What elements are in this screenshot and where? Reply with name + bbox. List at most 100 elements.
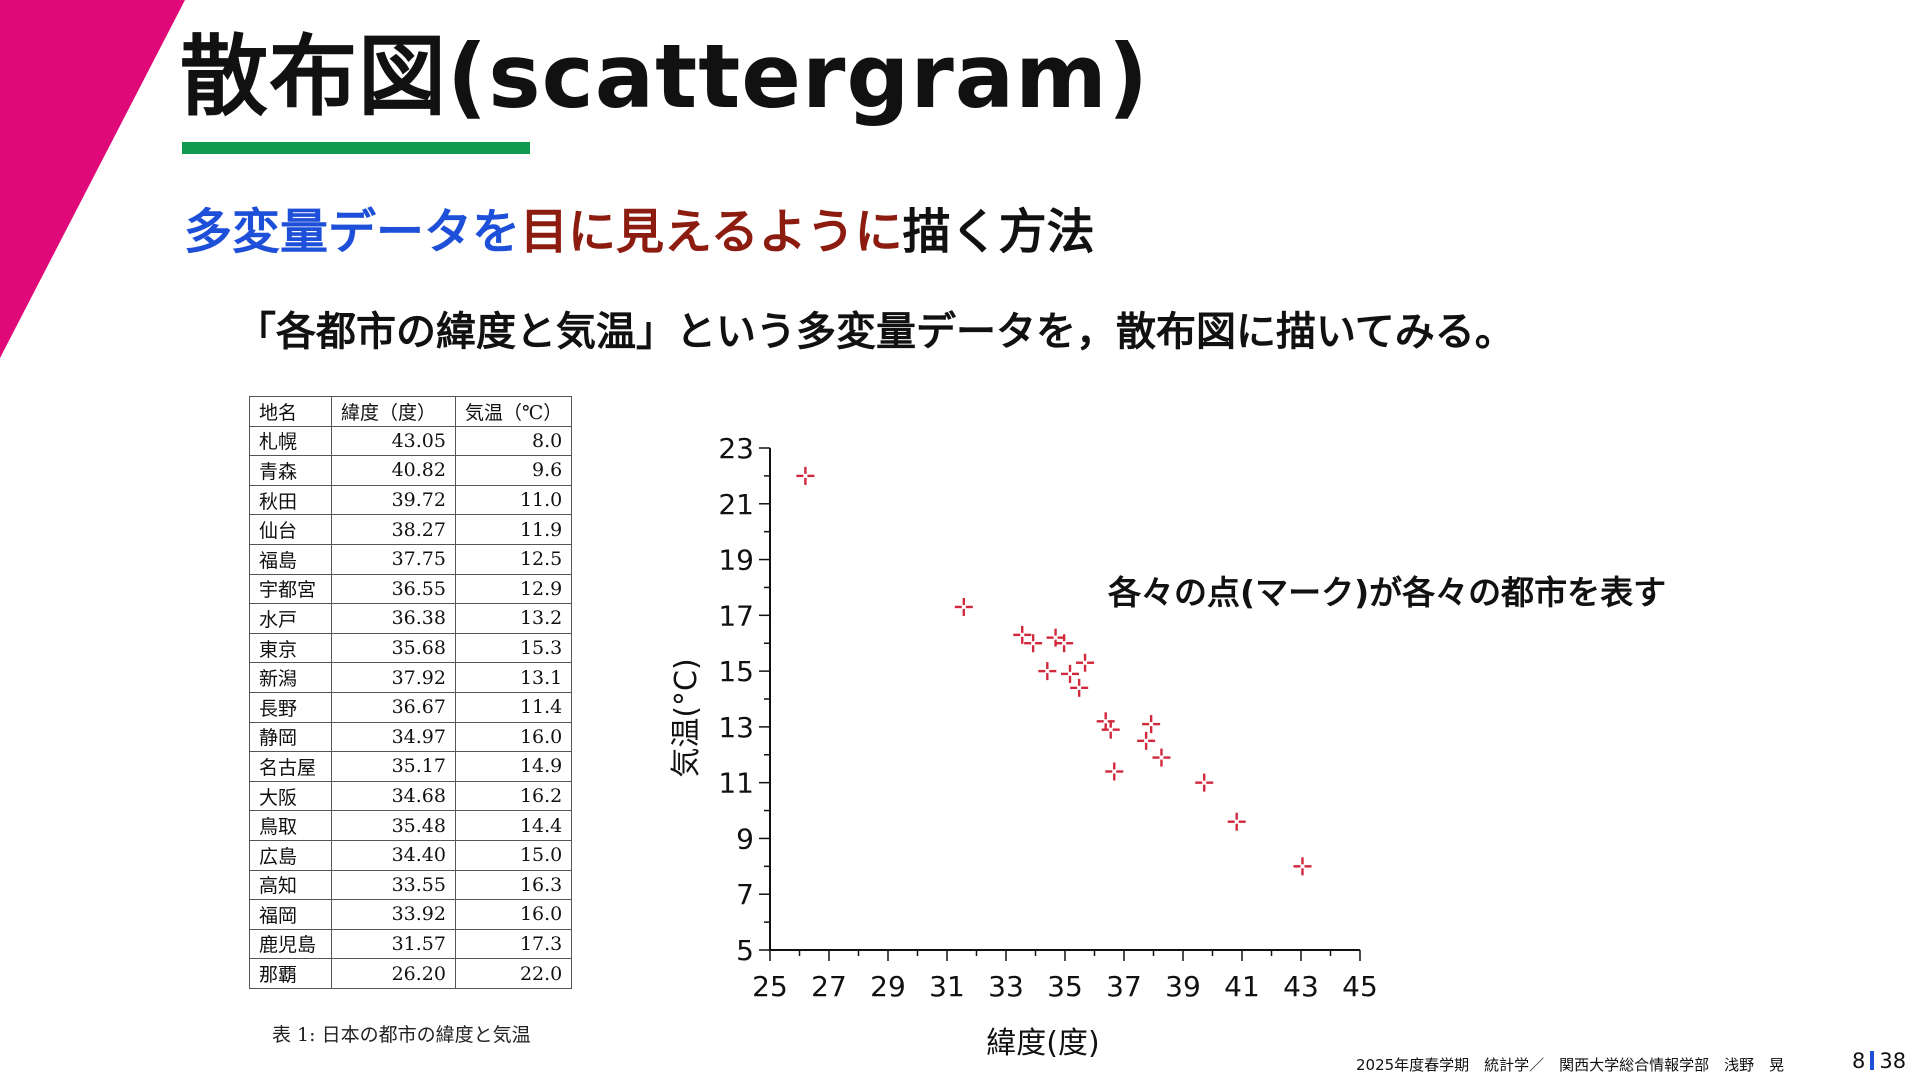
city-name-cell: 鳥取 bbox=[249, 810, 332, 841]
table-row: 鹿児島 31.57 17.3 bbox=[249, 928, 573, 960]
column-header: 緯度（度） bbox=[331, 396, 456, 427]
city-name-cell: 大阪 bbox=[249, 780, 332, 812]
city-name-cell: 福島 bbox=[249, 543, 332, 575]
x-tick-label: 33 bbox=[988, 970, 1024, 1003]
x-tick-label: 29 bbox=[870, 970, 906, 1003]
city-name-cell: 札幌 bbox=[249, 425, 332, 457]
temperature-cell: 13.1 bbox=[454, 662, 573, 693]
latitude-cell: 39.72 bbox=[331, 484, 456, 516]
latitude-cell: 33.55 bbox=[331, 869, 456, 901]
latitude-cell: 33.92 bbox=[331, 899, 456, 930]
y-tick-label: 11 bbox=[718, 767, 754, 800]
temperature-cell: 11.4 bbox=[454, 691, 573, 723]
data-point bbox=[1096, 712, 1115, 731]
temperature-cell: 16.0 bbox=[454, 721, 573, 753]
latitude-cell: 34.97 bbox=[331, 721, 456, 753]
latitude-cell: 35.68 bbox=[331, 632, 456, 664]
table-caption: 表 1: 日本の都市の緯度と気温 bbox=[272, 1024, 531, 1046]
table-row: 東京 35.68 15.3 bbox=[249, 632, 573, 664]
y-tick-label: 7 bbox=[736, 878, 754, 911]
x-tick-label: 27 bbox=[811, 970, 847, 1003]
y-tick-label: 5 bbox=[736, 934, 754, 967]
latitude-cell: 37.92 bbox=[331, 662, 456, 693]
table-row: 鳥取 35.48 14.4 bbox=[249, 810, 573, 841]
data-point bbox=[1152, 748, 1171, 767]
data-point bbox=[1195, 773, 1214, 792]
latitude-cell: 43.05 bbox=[331, 425, 456, 457]
latitude-cell: 36.67 bbox=[331, 691, 456, 723]
table-row: 那覇 26.20 22.0 bbox=[249, 958, 573, 989]
temperature-cell: 16.0 bbox=[454, 899, 573, 930]
table-header-row: 地名 緯度（度） 気温（℃） bbox=[249, 396, 573, 427]
temperature-cell: 13.2 bbox=[454, 603, 573, 634]
data-point bbox=[1101, 720, 1120, 739]
y-tick-label: 13 bbox=[718, 711, 754, 744]
data-point bbox=[1070, 678, 1089, 697]
latitude-cell: 34.68 bbox=[331, 780, 456, 812]
city-name-cell: 東京 bbox=[249, 632, 332, 664]
temperature-cell: 11.0 bbox=[454, 484, 573, 516]
subtitle-part-1: 多変量データを bbox=[184, 204, 521, 260]
table-row: 宇都宮 36.55 12.9 bbox=[249, 573, 573, 605]
lead-text: 「各都市の緯度と気温」という多変量データを，散布図に描いてみる。 bbox=[236, 309, 1515, 355]
x-tick-label: 37 bbox=[1106, 970, 1142, 1003]
x-tick-label: 43 bbox=[1283, 970, 1319, 1003]
table-row: 長野 36.67 11.4 bbox=[249, 691, 573, 723]
city-name-cell: 長野 bbox=[249, 691, 332, 723]
page-total: 38 bbox=[1879, 1049, 1907, 1073]
table-row: 福岡 33.92 16.0 bbox=[249, 899, 573, 930]
data-point bbox=[796, 466, 815, 485]
latitude-cell: 34.40 bbox=[331, 839, 456, 871]
page-separator bbox=[1870, 1051, 1875, 1070]
latitude-cell: 35.17 bbox=[331, 751, 456, 782]
temperature-cell: 14.9 bbox=[454, 751, 573, 782]
table-row: 水戸 36.38 13.2 bbox=[249, 603, 573, 634]
x-tick-label: 25 bbox=[752, 970, 788, 1003]
temperature-cell: 22.0 bbox=[454, 958, 573, 989]
city-name-cell: 宇都宮 bbox=[249, 573, 332, 605]
city-name-cell: 広島 bbox=[249, 839, 332, 871]
y-axis-label: 気温(°C) bbox=[669, 658, 704, 777]
temperature-cell: 16.3 bbox=[454, 869, 573, 901]
footer-course: 2025年度春学期 統計学／ 関西大学総合情報学部 浅野 晃 bbox=[1356, 1056, 1785, 1074]
data-point bbox=[1105, 762, 1124, 781]
table-row: 青森 40.82 9.6 bbox=[249, 455, 573, 486]
data-point bbox=[1293, 857, 1312, 876]
table-body: 札幌 43.05 8.0 青森 40.82 9.6 秋田 39.72 11.0 仙台 38.27 11… bbox=[249, 425, 573, 989]
y-tick-label: 17 bbox=[718, 599, 754, 632]
city-name-cell: 仙台 bbox=[249, 514, 332, 545]
subtitle: 多変量データを目に見えるように描く方法 bbox=[184, 202, 1095, 262]
city-name-cell: 高知 bbox=[249, 869, 332, 901]
latitude-cell: 37.75 bbox=[331, 543, 456, 575]
data-point bbox=[1227, 812, 1246, 831]
y-tick-label: 21 bbox=[718, 488, 754, 521]
city-name-cell: 那覇 bbox=[249, 958, 332, 989]
temperature-cell: 15.0 bbox=[454, 839, 573, 871]
column-header: 気温（℃） bbox=[454, 396, 573, 427]
table-row: 大阪 34.68 16.2 bbox=[249, 780, 573, 812]
page-current: 8 bbox=[1852, 1049, 1866, 1073]
scatter-chart: 5 7 9 11 13 15 17 19 21 23 25 27 29 31 33 35 37 39 41 43 45… bbox=[669, 432, 1378, 1061]
temperature-cell: 15.3 bbox=[454, 632, 573, 664]
x-tick-label: 39 bbox=[1165, 970, 1201, 1003]
table-row: 札幌 43.05 8.0 bbox=[249, 425, 573, 457]
table-row: 新潟 37.92 13.1 bbox=[249, 662, 573, 693]
y-tick-label: 9 bbox=[736, 822, 754, 855]
latitude-cell: 36.38 bbox=[331, 603, 456, 634]
city-name-cell: 福岡 bbox=[249, 899, 332, 930]
data-point bbox=[1013, 625, 1032, 644]
x-axis-label: 緯度(度) bbox=[986, 1026, 1099, 1061]
city-name-cell: 青森 bbox=[249, 455, 332, 486]
latitude-cell: 38.27 bbox=[331, 514, 456, 545]
data-point bbox=[954, 597, 973, 616]
data-point bbox=[1038, 662, 1057, 681]
temperature-cell: 12.9 bbox=[454, 573, 573, 605]
data-points bbox=[796, 466, 1312, 876]
temperature-cell: 14.4 bbox=[454, 810, 573, 841]
y-tick-label: 23 bbox=[718, 432, 754, 465]
y-tick-label: 15 bbox=[718, 655, 754, 688]
title-underline bbox=[182, 142, 530, 154]
data-point bbox=[1046, 628, 1065, 647]
chart-annotation: 各々の点(マーク)が各々の都市を表す bbox=[1108, 573, 1667, 612]
temperature-cell: 8.0 bbox=[454, 425, 573, 457]
